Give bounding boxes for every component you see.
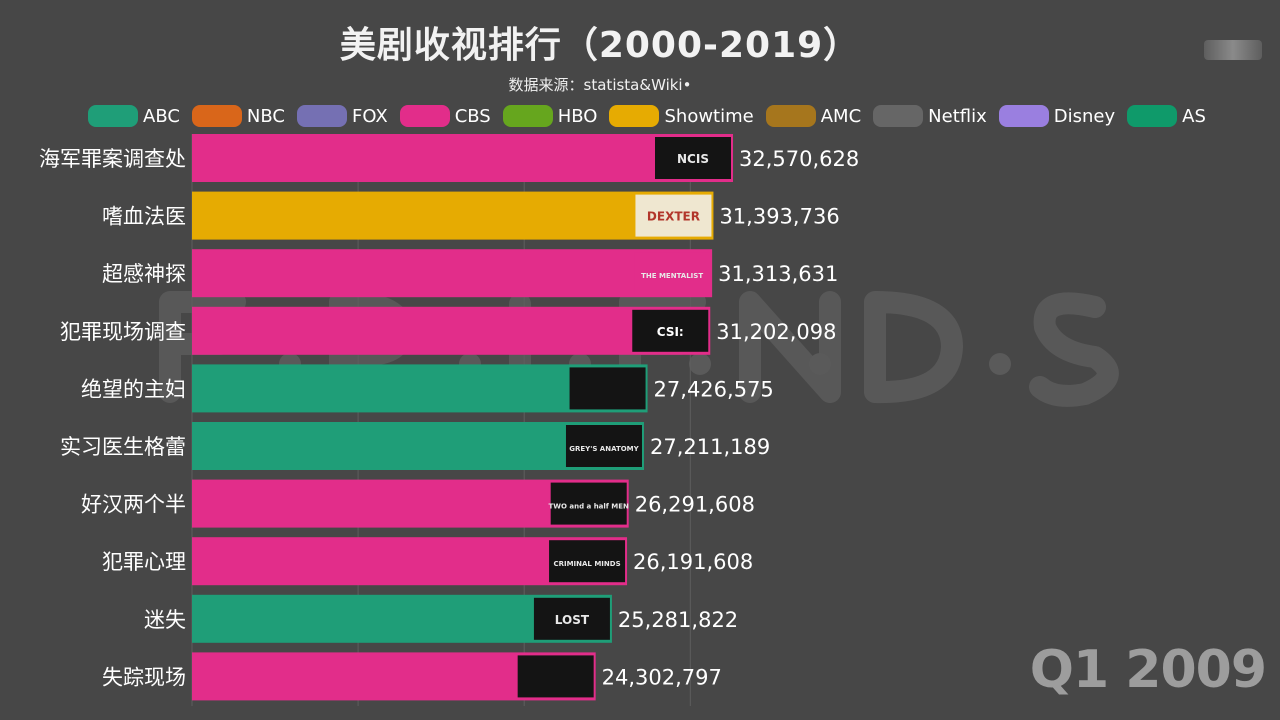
show-logo-icon — [634, 252, 711, 295]
legend-label: Disney — [1053, 105, 1116, 127]
legend-swatch — [191, 105, 242, 127]
category-label: 海军罪案调查处 — [39, 147, 186, 171]
value-label: 26,191,608 — [633, 550, 753, 574]
legend-label: NBC — [246, 105, 285, 127]
show-logo-text: CSI: — [657, 325, 684, 339]
corner-decoration — [1204, 40, 1262, 60]
bar — [192, 191, 714, 240]
legend-label: AS — [1182, 105, 1206, 127]
value-label: 27,426,575 — [654, 377, 774, 401]
bar — [192, 249, 713, 298]
value-label: 32,570,628 — [739, 147, 859, 171]
show-logo-text: NCIS — [677, 152, 709, 166]
legend-item-showtime: Showtime — [609, 105, 754, 127]
legend-label: AMC — [820, 105, 862, 127]
show-logo-text: GREY'S ANATOMY — [569, 445, 639, 453]
bar — [192, 134, 733, 182]
show-logo-text: THE MENTALIST — [641, 272, 703, 280]
show-logo-icon — [533, 597, 610, 640]
category-label: 超感神探 — [102, 262, 186, 286]
show-logo-icon — [635, 194, 712, 237]
legend-item-fox: FOX — [297, 105, 388, 127]
category-label: 迷失 — [144, 608, 186, 632]
legend-swatch — [609, 105, 660, 127]
legend-swatch — [998, 105, 1049, 127]
legend-swatch — [399, 105, 450, 127]
legend-item-as: AS — [1127, 105, 1206, 127]
legend-item-nbc: NBC — [191, 105, 285, 127]
chart-title: 美剧收视排行（2000-2019） — [339, 25, 861, 66]
legend-swatch — [297, 105, 347, 127]
show-logo-icon — [565, 425, 642, 467]
legend-swatch — [1127, 105, 1178, 127]
show-logo-icon — [632, 309, 709, 352]
legend-swatch — [88, 105, 138, 127]
category-label: 好汉两个半 — [81, 493, 186, 517]
legend-swatch — [873, 105, 924, 127]
category-label: 失踪现场 — [102, 665, 186, 689]
legend-label: ABC — [143, 105, 180, 127]
legend-label: FOX — [352, 105, 388, 127]
show-logo-text: DEXTER — [647, 210, 700, 224]
legend-item-amc: AMC — [765, 105, 862, 127]
chart-subtitle: 数据来源：statista&Wiki• — [508, 76, 692, 94]
legend: ABC NBC FOX CBS HBO Showtime AMC Netflix Disney A… — [88, 104, 1218, 128]
show-logo-icon — [517, 655, 594, 698]
show-logo-text: CRIMINAL MINDS — [553, 560, 620, 568]
show-logo-icon — [550, 482, 627, 525]
legend-label: Netflix — [928, 105, 987, 127]
value-label: 31,313,631 — [718, 262, 838, 286]
show-logo-text: LOST — [555, 613, 590, 627]
value-label: 26,291,608 — [635, 493, 755, 517]
legend-item-cbs: CBS — [399, 105, 491, 127]
legend-item-disney: Disney — [998, 105, 1116, 127]
legend-label: CBS — [454, 105, 491, 127]
bar — [192, 306, 711, 355]
legend-item-hbo: HBO — [502, 105, 598, 127]
category-label: 实习医生格蕾 — [60, 435, 186, 459]
value-label: 27,211,189 — [650, 435, 770, 459]
category-label: 犯罪现场调查 — [60, 320, 186, 344]
show-logo-icon — [549, 540, 626, 583]
category-label: 绝望的主妇 — [81, 377, 186, 401]
show-logo-text: TWO and a half MEN — [549, 503, 630, 511]
legend-label: HBO — [557, 105, 598, 127]
category-label: 犯罪心理 — [102, 550, 186, 574]
show-logo-icon — [655, 137, 731, 179]
legend-swatch — [502, 105, 553, 127]
legend-label: Showtime — [664, 105, 754, 127]
period-label: Q1 2009 — [1029, 640, 1267, 700]
value-label: 31,393,736 — [719, 205, 839, 229]
value-label: 31,202,098 — [716, 320, 836, 344]
value-label: 24,302,797 — [602, 665, 722, 689]
category-label: 嗜血法医 — [102, 205, 186, 229]
show-logo-icon — [569, 367, 646, 410]
legend-item-abc: ABC — [88, 105, 180, 127]
legend-item-netflix: Netflix — [873, 105, 987, 127]
legend-swatch — [765, 105, 816, 127]
value-label: 25,281,822 — [618, 608, 738, 632]
